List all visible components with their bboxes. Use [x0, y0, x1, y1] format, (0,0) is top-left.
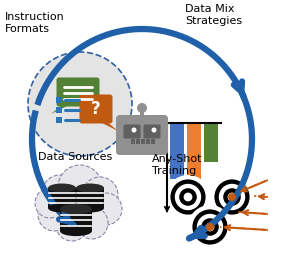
- Bar: [141, 139, 145, 144]
- Polygon shape: [51, 104, 71, 114]
- Bar: [140, 110, 144, 120]
- Bar: [187, 124, 201, 202]
- Circle shape: [201, 218, 219, 236]
- Circle shape: [227, 193, 236, 201]
- Circle shape: [166, 175, 210, 219]
- Bar: [151, 139, 155, 144]
- Ellipse shape: [48, 184, 76, 193]
- FancyBboxPatch shape: [116, 115, 168, 155]
- Ellipse shape: [60, 226, 92, 236]
- Circle shape: [206, 222, 214, 231]
- Circle shape: [219, 184, 245, 210]
- Circle shape: [58, 165, 102, 209]
- Text: Instruction
Formats: Instruction Formats: [5, 12, 65, 34]
- Text: ?: ?: [91, 100, 101, 118]
- Circle shape: [42, 175, 78, 211]
- Circle shape: [56, 209, 88, 241]
- Circle shape: [137, 103, 147, 113]
- Circle shape: [183, 193, 192, 201]
- Circle shape: [192, 209, 227, 245]
- Bar: [204, 124, 218, 162]
- Bar: [56, 97, 62, 103]
- Bar: [170, 124, 184, 179]
- Circle shape: [53, 182, 103, 232]
- Circle shape: [214, 180, 250, 215]
- Circle shape: [151, 128, 156, 132]
- Circle shape: [223, 188, 241, 206]
- FancyBboxPatch shape: [124, 125, 141, 138]
- Circle shape: [131, 128, 137, 132]
- FancyBboxPatch shape: [57, 78, 99, 107]
- Circle shape: [197, 214, 223, 240]
- Circle shape: [76, 207, 108, 239]
- Polygon shape: [98, 121, 118, 131]
- Circle shape: [179, 188, 197, 206]
- Circle shape: [210, 175, 254, 219]
- Circle shape: [175, 184, 201, 210]
- Bar: [60, 209, 92, 231]
- Ellipse shape: [76, 203, 104, 212]
- Bar: [76, 188, 104, 208]
- Bar: [56, 107, 62, 113]
- FancyBboxPatch shape: [80, 94, 112, 123]
- Ellipse shape: [76, 184, 104, 193]
- Circle shape: [206, 223, 214, 231]
- Text: Any-Shot
Training: Any-Shot Training: [152, 154, 202, 176]
- Circle shape: [82, 177, 118, 213]
- Circle shape: [38, 199, 70, 231]
- Bar: [146, 139, 150, 144]
- Bar: [48, 188, 76, 208]
- FancyBboxPatch shape: [143, 125, 160, 138]
- Ellipse shape: [60, 204, 92, 214]
- Ellipse shape: [48, 203, 76, 212]
- Bar: [131, 139, 135, 144]
- Bar: [136, 139, 140, 144]
- Circle shape: [188, 205, 232, 249]
- Circle shape: [228, 193, 236, 201]
- Bar: [56, 117, 62, 123]
- Text: Data Mix
Strategies: Data Mix Strategies: [185, 4, 242, 26]
- Circle shape: [90, 193, 122, 225]
- Circle shape: [170, 180, 206, 215]
- Circle shape: [35, 188, 65, 218]
- Circle shape: [28, 52, 132, 156]
- Text: Data Sources: Data Sources: [38, 152, 112, 162]
